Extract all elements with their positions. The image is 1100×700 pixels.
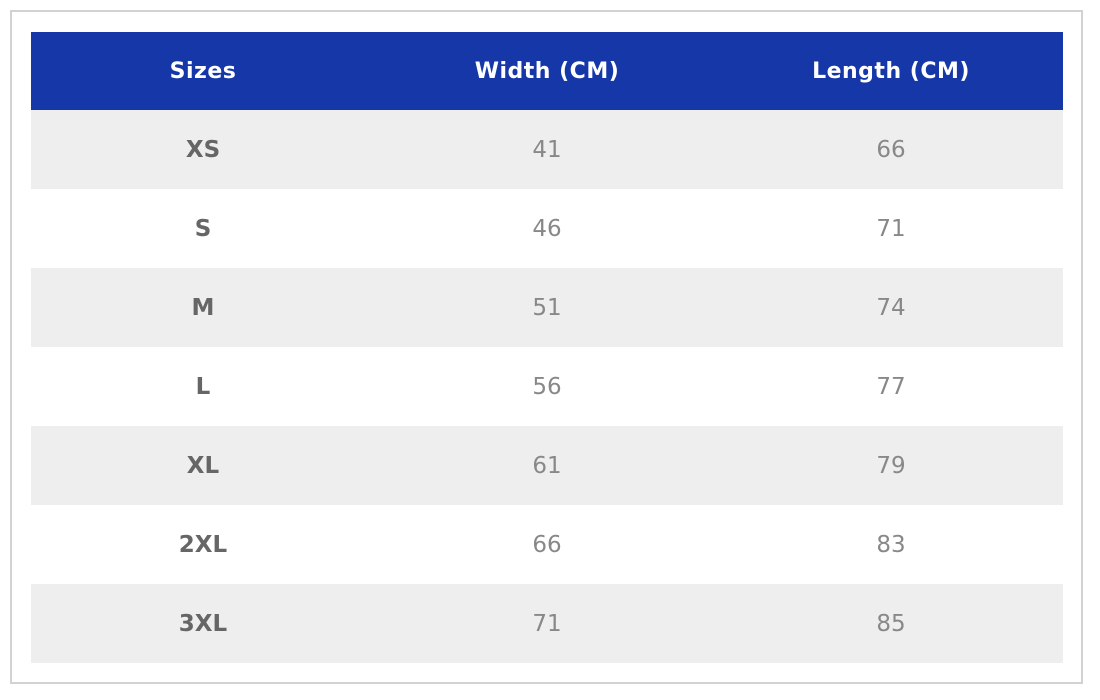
size-cell: XS [185, 136, 221, 163]
frame [10, 10, 1083, 684]
header-row: Sizes Width (CM) Length (CM) [31, 32, 1063, 110]
table-row: S 46 71 [31, 189, 1063, 268]
size-table: Sizes Width (CM) Length (CM) XS 41 66 S 46 71 M 51… [31, 32, 1063, 663]
header-cell: Length (CM) [812, 58, 970, 84]
value-cell: 74 [876, 294, 906, 321]
table-row: 3XL 71 85 [31, 584, 1063, 663]
size-cell: 2XL [178, 531, 228, 558]
value-cell: 56 [532, 373, 562, 400]
value-cell: 51 [532, 294, 562, 321]
table-row: M 51 74 [31, 268, 1063, 347]
value-cell: 41 [532, 136, 562, 163]
value-cell: 46 [532, 215, 562, 242]
size-cell: 3XL [178, 610, 228, 637]
table-row: XL 61 79 [31, 426, 1063, 505]
value-cell: 71 [876, 215, 906, 242]
value-cell: 66 [876, 136, 906, 163]
size-cell: S [194, 215, 212, 242]
table-row: XS 41 66 [31, 110, 1063, 189]
value-cell: 61 [532, 452, 562, 479]
value-cell: 83 [876, 531, 906, 558]
table-row: L 56 77 [31, 347, 1063, 426]
value-cell: 79 [876, 452, 906, 479]
value-cell: 66 [532, 531, 562, 558]
size-cell: M [191, 294, 215, 321]
value-cell: 77 [876, 373, 906, 400]
header-cell: Sizes [169, 58, 237, 84]
header-cell: Width (CM) [474, 58, 620, 84]
value-cell: 71 [532, 610, 562, 637]
size-cell: XL [186, 452, 220, 479]
table-row: 2XL 66 83 [31, 505, 1063, 584]
size-cell: L [195, 373, 211, 400]
value-cell: 85 [876, 610, 906, 637]
